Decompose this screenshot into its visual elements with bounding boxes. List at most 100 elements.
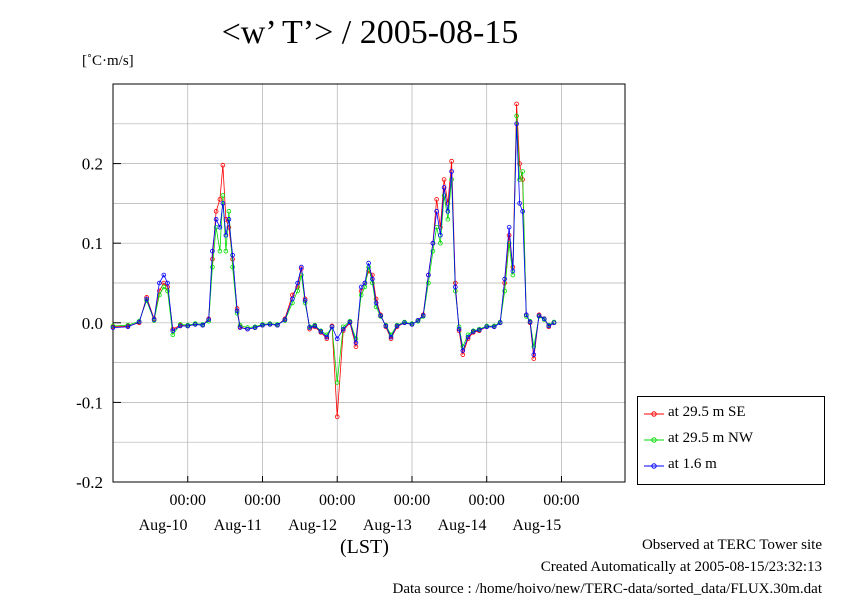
data-point-2 <box>282 317 288 322</box>
data-point-1 <box>226 209 232 214</box>
data-point-2 <box>531 352 537 357</box>
data-point-2 <box>497 320 503 326</box>
data-point-2 <box>373 300 379 306</box>
x-time-label: 00:00 <box>244 492 280 509</box>
data-point-2 <box>260 322 265 328</box>
y-tick-label: 0.1 <box>82 234 103 253</box>
data-point-2 <box>353 340 359 346</box>
data-point-2 <box>510 268 516 274</box>
data-point-1 <box>506 240 512 246</box>
y-tick-label: -0.1 <box>76 393 103 412</box>
data-point-2 <box>426 272 431 278</box>
data-point-2 <box>157 280 162 286</box>
data-point-2 <box>524 312 529 318</box>
data-point-2 <box>520 209 525 214</box>
data-point-2 <box>110 325 116 330</box>
data-point-2 <box>220 201 226 206</box>
data-point-2 <box>456 326 462 332</box>
data-point-0 <box>441 177 447 182</box>
data-point-2 <box>299 264 304 270</box>
data-point-2 <box>415 318 421 323</box>
data-point-1 <box>514 113 519 119</box>
data-point-2 <box>476 327 482 333</box>
data-point-2 <box>170 328 176 334</box>
data-point-1 <box>223 248 229 254</box>
data-point-2 <box>453 284 458 290</box>
data-point-2 <box>234 308 240 314</box>
data-point-2 <box>295 280 300 286</box>
data-point-2 <box>185 323 191 329</box>
data-point-2 <box>378 313 383 318</box>
data-point-2 <box>366 260 371 266</box>
data-point-1 <box>110 323 116 329</box>
data-point-0 <box>226 224 232 230</box>
data-point-2 <box>151 317 157 322</box>
footer-source: Data source : /home/hoivo/new/TERC-data/… <box>392 581 823 597</box>
data-point-2 <box>230 252 235 258</box>
x-date-label: Aug-13 <box>363 517 412 534</box>
data-point-2 <box>441 185 447 190</box>
data-point-2 <box>420 313 426 318</box>
y-axis-unit-label: [˚C·m/s] <box>82 53 134 69</box>
x-time-label: 00:00 <box>394 492 430 509</box>
data-point-2 <box>484 324 490 330</box>
data-point-2 <box>318 329 324 334</box>
data-point-2 <box>213 217 219 222</box>
legend-swatch-se <box>644 411 664 417</box>
data-point-2 <box>206 317 211 322</box>
data-point-2 <box>491 324 497 330</box>
x-date-label: Aug-10 <box>139 517 188 534</box>
data-point-2 <box>245 326 250 332</box>
data-point-2 <box>267 322 273 327</box>
data-point-2 <box>275 322 280 328</box>
data-point-2 <box>409 322 415 327</box>
data-point-2 <box>144 296 149 302</box>
x-time-label: 00:00 <box>170 492 206 509</box>
data-point-2 <box>125 324 131 330</box>
plot-frame <box>112 83 626 483</box>
data-point-2 <box>445 209 451 214</box>
data-point-2 <box>362 280 368 286</box>
x-date-label: Aug-12 <box>288 517 337 534</box>
data-point-2 <box>546 323 552 329</box>
data-point-2 <box>192 322 198 327</box>
data-point-2 <box>200 322 205 328</box>
data-point-2 <box>527 319 533 325</box>
data-point-1 <box>430 248 436 254</box>
data-point-2 <box>383 323 389 329</box>
data-point-2 <box>434 209 439 214</box>
data-point-2 <box>347 319 353 325</box>
data-point-2 <box>302 298 308 303</box>
data-point-2 <box>517 201 522 206</box>
data-point-1 <box>334 380 340 385</box>
data-point-1 <box>517 177 522 182</box>
data-point-2 <box>514 121 519 127</box>
data-point-2 <box>449 169 454 174</box>
data-point-1 <box>520 169 525 174</box>
footer-site: Observed at TERC Tower site <box>641 537 822 553</box>
data-point-1 <box>230 264 235 270</box>
data-point-0 <box>506 232 512 238</box>
data-point-1 <box>438 240 443 246</box>
legend-label-se: at 29.5 m SE <box>668 404 746 420</box>
data-point-2 <box>226 217 232 222</box>
y-tick-label: 0.2 <box>82 155 103 174</box>
data-point-2 <box>177 323 183 329</box>
data-point-0 <box>334 414 340 420</box>
data-point-2 <box>502 276 507 282</box>
data-point-1 <box>295 288 300 294</box>
data-point-0 <box>434 197 439 202</box>
data-point-1 <box>445 217 451 222</box>
x-date-label: Aug-14 <box>438 517 487 534</box>
data-point-1 <box>220 193 226 198</box>
x-time-label: 00:00 <box>543 492 579 509</box>
data-point-2 <box>430 240 436 246</box>
data-point-0 <box>220 162 226 168</box>
x-time-label: 00:00 <box>319 492 355 509</box>
x-date-label: Aug-11 <box>214 517 262 534</box>
data-point-0 <box>514 101 519 107</box>
data-point-2 <box>460 348 466 353</box>
data-point-1 <box>441 193 447 198</box>
data-point-2 <box>217 224 223 230</box>
